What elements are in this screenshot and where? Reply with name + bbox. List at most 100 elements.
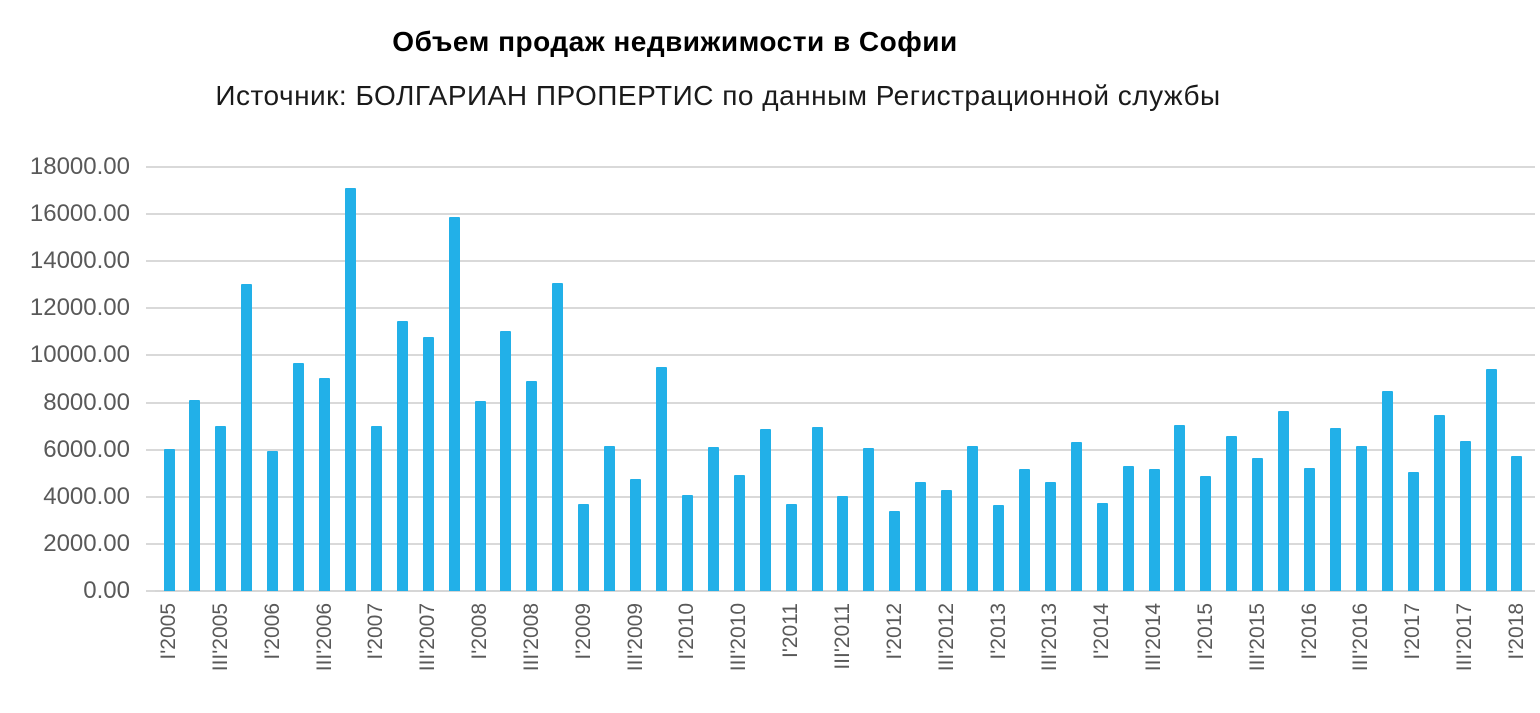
y-axis-tick	[146, 402, 155, 404]
bar	[1019, 469, 1030, 591]
y-tick-label: 8000.00	[43, 389, 130, 416]
y-tick-label: 12000.00	[29, 294, 130, 321]
x-tick-label-text: III'2011	[831, 603, 854, 670]
x-tick-label-text: I'2008	[468, 603, 491, 660]
y-axis-tick	[146, 590, 155, 592]
gridline	[155, 307, 1535, 309]
y-tick-label: 14000.00	[29, 247, 130, 274]
gridline	[155, 166, 1535, 168]
y-tick-label: 4000.00	[43, 483, 130, 510]
x-tick-label-text: III'2013	[1038, 603, 1061, 672]
bar	[1408, 472, 1419, 591]
bar	[1511, 456, 1522, 591]
x-tick-label-text: I'2010	[675, 603, 698, 660]
x-tick-label-text: III'2014	[1142, 603, 1165, 672]
gridline	[155, 213, 1535, 215]
bar	[1304, 468, 1315, 591]
x-tick-label-text: I'2016	[1298, 603, 1321, 660]
bar	[993, 505, 1004, 591]
bar	[345, 188, 356, 591]
bar	[267, 451, 278, 591]
x-tick-label-text: III'2007	[416, 603, 439, 672]
bar	[941, 490, 952, 591]
x-tick-label-text: I'2009	[572, 603, 595, 660]
y-tick-label: 16000.00	[29, 200, 130, 227]
bar	[241, 284, 252, 591]
bar	[1330, 428, 1341, 591]
x-tick-label-text: I'2017	[1401, 603, 1424, 660]
bar	[630, 479, 641, 591]
bar	[164, 449, 175, 591]
bar	[1071, 442, 1082, 591]
x-tick-label-text: III'2015	[1246, 603, 1269, 672]
x-tick-label-text: I'2013	[987, 603, 1010, 660]
bar	[1278, 411, 1289, 591]
bar	[1356, 446, 1367, 591]
bar	[889, 511, 900, 591]
bar	[1486, 369, 1497, 591]
x-tick-label-text: III'2017	[1453, 603, 1476, 672]
y-tick-label: 6000.00	[43, 436, 130, 463]
y-tick-label: 10000.00	[29, 341, 130, 368]
bar	[1382, 391, 1393, 591]
bar	[656, 367, 667, 591]
bar	[760, 429, 771, 591]
x-tick-label-text: III'2005	[209, 603, 232, 672]
y-tick-label: 2000.00	[43, 530, 130, 557]
x-tick-label-text: I'2015	[1194, 603, 1217, 660]
chart-subtitle: Источник: БОЛГАРИАН ПРОПЕРТИС по данным …	[215, 80, 1221, 111]
y-axis-tick	[146, 354, 155, 356]
bar	[812, 427, 823, 591]
bar	[475, 401, 486, 591]
x-tick-label-text: I'2011	[779, 603, 802, 659]
bar	[1252, 458, 1263, 591]
x-tick-label-text: III'2010	[727, 603, 750, 672]
bar	[449, 217, 460, 591]
bar	[1460, 441, 1471, 591]
bar	[1045, 482, 1056, 591]
x-tick-label-text: III'2012	[935, 603, 958, 672]
bar	[1149, 469, 1160, 591]
y-axis-tick	[146, 260, 155, 262]
bar	[786, 504, 797, 591]
x-tick-label-text: III'2006	[313, 603, 336, 672]
bar	[1434, 415, 1445, 591]
x-tick-label-text: I'2005	[157, 603, 180, 660]
y-axis-tick	[146, 166, 155, 168]
bar	[293, 363, 304, 591]
gridline	[155, 260, 1535, 262]
bar	[604, 446, 615, 591]
bar	[682, 495, 693, 591]
bar	[526, 381, 537, 591]
x-tick-label-text: III'2009	[624, 603, 647, 672]
gridline	[155, 449, 1535, 451]
x-tick-label-text: I'2014	[1090, 603, 1113, 660]
chart-title: Объем продаж недвижимости в Софии	[392, 26, 958, 57]
y-axis-tick	[146, 449, 155, 451]
bar	[863, 448, 874, 591]
bar	[578, 504, 589, 591]
y-axis-tick	[146, 543, 155, 545]
bar	[500, 331, 511, 591]
bar	[215, 426, 226, 591]
x-tick-label-text: I'2012	[883, 603, 906, 660]
bar	[734, 475, 745, 591]
bar	[319, 378, 330, 591]
x-tick-label-text: III'2016	[1349, 603, 1372, 672]
bar	[708, 447, 719, 591]
x-tick-label-text: III'2008	[520, 603, 543, 672]
x-tick-label-text: I'2018	[1505, 603, 1528, 660]
bar	[837, 496, 848, 591]
bar	[552, 283, 563, 591]
bar	[423, 337, 434, 591]
gridline	[155, 402, 1535, 404]
bar	[397, 321, 408, 591]
bar	[1123, 466, 1134, 591]
bar	[1097, 503, 1108, 591]
x-tick-label-text: I'2007	[364, 603, 387, 660]
x-axis-line	[155, 590, 1535, 592]
bar	[1226, 436, 1237, 591]
bar	[371, 426, 382, 591]
bar	[967, 446, 978, 591]
